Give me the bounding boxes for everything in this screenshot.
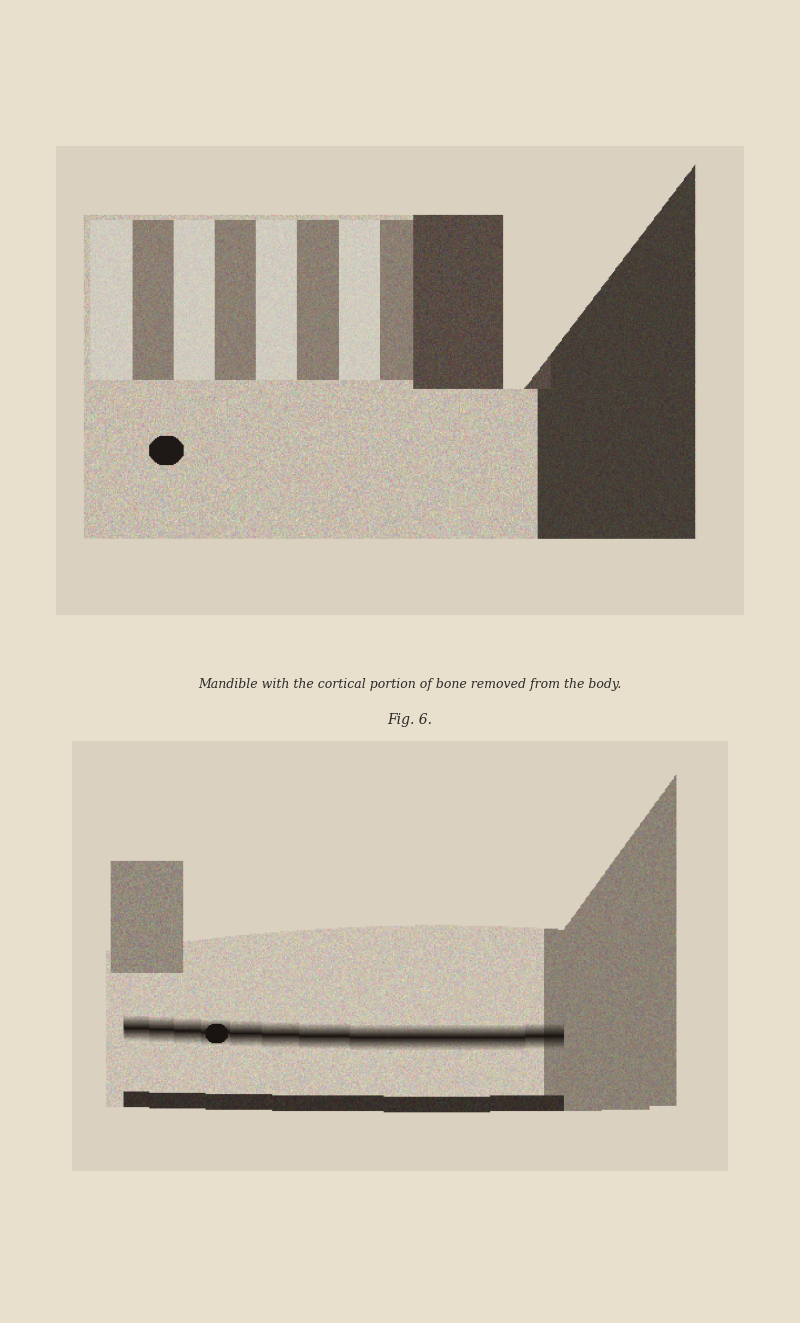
Text: Fig. 5.: Fig. 5. [387, 242, 433, 257]
Text: Mandible with the cortical portion of bone removed from the body.: Mandible with the cortical portion of bo… [198, 679, 622, 692]
Text: Cribriform tube (inferior dental canal) of the lower jaw isolated.: Cribriform tube (inferior dental canal) … [206, 1093, 614, 1106]
Text: INTERNAL ANATOMY OF THE FACE.: INTERNAL ANATOMY OF THE FACE. [263, 202, 557, 217]
Text: 10: 10 [143, 202, 161, 217]
Text: Fig. 6.: Fig. 6. [387, 713, 433, 726]
